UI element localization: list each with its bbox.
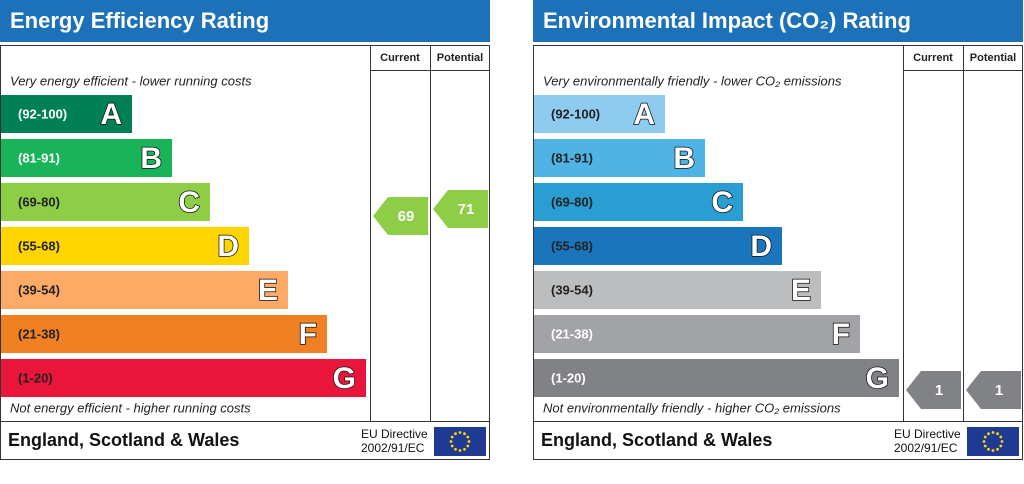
header-bar bbox=[533, 0, 1023, 42]
band-letter: G bbox=[333, 362, 356, 395]
column-header: Current bbox=[913, 52, 953, 64]
band-letter: C bbox=[711, 186, 733, 219]
eu-star bbox=[454, 447, 457, 451]
band-range: (92-100) bbox=[18, 106, 67, 121]
rating-arrow bbox=[433, 190, 488, 228]
band-range: (81-91) bbox=[551, 150, 593, 165]
eu-star bbox=[999, 444, 1003, 448]
rating-band bbox=[1, 271, 288, 309]
rating-band bbox=[1, 359, 366, 397]
eu-star bbox=[983, 444, 987, 448]
band-range: (21-38) bbox=[18, 326, 60, 341]
panel-frame bbox=[0, 45, 490, 460]
band-range: (55-68) bbox=[551, 238, 593, 253]
eu-star bbox=[1000, 440, 1004, 443]
rating-arrow bbox=[966, 371, 1021, 409]
eu-star bbox=[999, 435, 1003, 439]
rating-band bbox=[534, 359, 899, 397]
band-letter: B bbox=[140, 142, 162, 175]
top-note: Very environmentally friendly - lower CO… bbox=[543, 73, 842, 88]
eu-star bbox=[467, 440, 471, 443]
rating-band bbox=[1, 315, 327, 353]
column-header: Potential bbox=[437, 52, 483, 64]
band-range: (69-80) bbox=[551, 194, 593, 209]
eu-star bbox=[454, 432, 457, 436]
band-letter: A bbox=[100, 98, 122, 131]
eu-star bbox=[458, 431, 462, 434]
column-header: Current bbox=[380, 52, 420, 64]
column-header: Potential bbox=[970, 52, 1016, 64]
rating-value: 71 bbox=[458, 201, 475, 218]
rating-band bbox=[1, 183, 210, 221]
eu-star bbox=[996, 432, 999, 436]
rating-value: 1 bbox=[935, 382, 943, 399]
panel-title: Environmental Impact (CO₂) Rating bbox=[543, 8, 911, 33]
rating-band bbox=[534, 95, 665, 133]
eu-star bbox=[983, 435, 987, 439]
eu-star bbox=[450, 444, 454, 448]
band-range: (39-54) bbox=[551, 282, 593, 297]
rating-band bbox=[534, 183, 743, 221]
panel-title: Energy Efficiency Rating bbox=[10, 8, 269, 33]
epc-panel: Environmental Impact (CO₂) Rating Current… bbox=[533, 0, 1023, 460]
band-range: (92-100) bbox=[551, 106, 600, 121]
eu-star bbox=[987, 447, 990, 451]
footer-directive: EU Directive bbox=[894, 427, 961, 441]
bottom-note: Not environmentally friendly - higher CO… bbox=[543, 400, 841, 415]
band-letter: E bbox=[258, 274, 278, 307]
rating-band bbox=[1, 227, 249, 265]
band-range: (69-80) bbox=[18, 194, 60, 209]
band-range: (55-68) bbox=[18, 238, 60, 253]
eu-star bbox=[991, 449, 995, 452]
header-bar bbox=[0, 0, 490, 42]
bottom-note: Not energy efficient - higher running co… bbox=[10, 400, 251, 415]
eu-star bbox=[449, 440, 453, 443]
rating-band bbox=[534, 315, 860, 353]
band-letter: G bbox=[866, 362, 889, 395]
band-letter: C bbox=[178, 186, 200, 219]
eu-star bbox=[996, 447, 999, 451]
band-range: (1-20) bbox=[18, 370, 53, 385]
rating-band bbox=[1, 95, 132, 133]
eu-star bbox=[450, 435, 454, 439]
band-letter: F bbox=[299, 318, 317, 351]
rating-arrow bbox=[906, 371, 961, 409]
band-letter: D bbox=[750, 230, 772, 263]
panel-frame bbox=[533, 45, 1023, 460]
rating-band bbox=[534, 139, 705, 177]
footer-directive: EU Directive bbox=[361, 427, 428, 441]
top-note: Very energy efficient - lower running co… bbox=[10, 73, 252, 88]
epc-panel: Energy Efficiency Rating Current Potential… bbox=[0, 0, 490, 460]
footer-region: England, Scotland & Wales bbox=[541, 430, 772, 450]
footer-code: 2002/91/EC bbox=[361, 441, 425, 455]
band-letter: E bbox=[791, 274, 811, 307]
eu-star bbox=[982, 440, 986, 443]
eu-star bbox=[458, 449, 462, 452]
footer-region: England, Scotland & Wales bbox=[8, 430, 239, 450]
band-range: (1-20) bbox=[551, 370, 586, 385]
eu-star bbox=[466, 435, 470, 439]
band-letter: D bbox=[217, 230, 239, 263]
band-letter: B bbox=[673, 142, 695, 175]
band-range: (21-38) bbox=[551, 326, 593, 341]
eu-star bbox=[991, 431, 995, 434]
rating-value: 69 bbox=[398, 208, 415, 225]
rating-value: 1 bbox=[995, 382, 1003, 399]
eu-star bbox=[463, 432, 466, 436]
rating-band bbox=[1, 139, 172, 177]
rating-band bbox=[534, 271, 821, 309]
rating-band bbox=[534, 227, 782, 265]
eu-star bbox=[463, 447, 466, 451]
eu-star bbox=[466, 444, 470, 448]
band-range: (81-91) bbox=[18, 150, 60, 165]
rating-arrow bbox=[373, 197, 428, 235]
band-letter: F bbox=[832, 318, 850, 351]
footer-code: 2002/91/EC bbox=[894, 441, 958, 455]
band-range: (39-54) bbox=[18, 282, 60, 297]
band-letter: A bbox=[633, 98, 655, 131]
eu-star bbox=[987, 432, 990, 436]
